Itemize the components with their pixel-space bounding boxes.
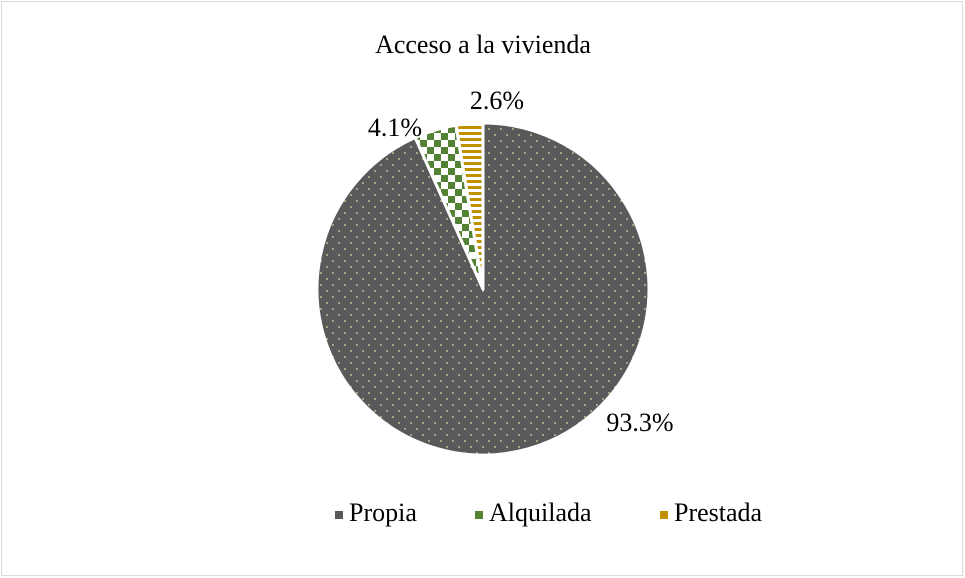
legend-swatch xyxy=(475,511,483,519)
data-label: 93.3% xyxy=(606,408,673,437)
legend-label: Propia xyxy=(349,498,417,527)
legend-label: Alquilada xyxy=(489,498,592,527)
legend-swatch xyxy=(335,511,343,519)
chart-title: Acceso a la vivienda xyxy=(375,30,591,59)
data-label: 2.6% xyxy=(470,86,524,115)
legend-label: Prestada xyxy=(674,498,763,527)
pie-slice xyxy=(454,121,485,291)
data-label: 4.1% xyxy=(368,113,422,142)
legend-swatch xyxy=(660,511,668,519)
